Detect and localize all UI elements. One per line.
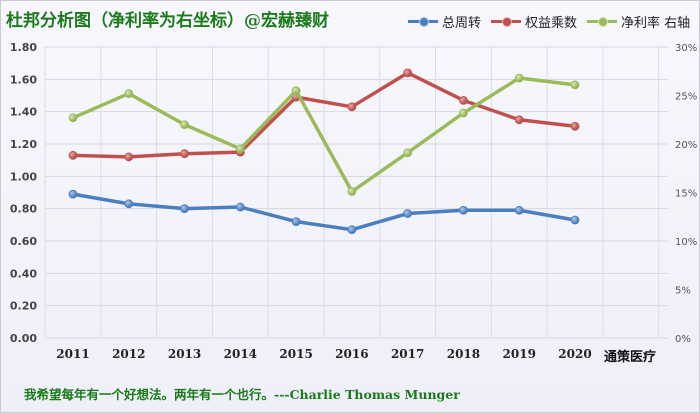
legend-label-net-margin: 净利率 右轴	[621, 15, 691, 31]
data-point-1	[459, 95, 468, 105]
data-point-0	[403, 209, 413, 218]
left-tick-label: 1.40	[10, 106, 37, 119]
x-tick-label: 2011	[56, 347, 89, 361]
x-tick-label: 2013	[168, 347, 201, 361]
right-tick-label: 10%	[675, 237, 697, 248]
left-tick-label: 1.20	[10, 138, 37, 151]
left-tick-label: 0.20	[10, 300, 37, 313]
legend: 总周转 权益乘数 净利率 右轴	[408, 12, 690, 31]
data-point-0	[124, 199, 134, 209]
legend-item-turnover: 总周转	[408, 12, 481, 31]
right-tick-label: 0%	[675, 334, 691, 345]
x-tick-label: 2012	[112, 347, 145, 361]
left-tick-label: 1.80	[10, 41, 37, 54]
left-tick-label: 1.00	[10, 170, 37, 183]
right-tick-label: 20%	[675, 140, 697, 151]
legend-swatch-turnover	[408, 16, 438, 27]
left-tick-label: 0.00	[10, 332, 37, 345]
series-line-0	[71, 192, 577, 232]
series-line-2	[71, 76, 577, 194]
data-point-0	[180, 204, 189, 214]
data-point-2	[347, 187, 357, 196]
data-point-1	[124, 152, 134, 162]
legend-item-equity-multiplier: 权益乘数	[491, 12, 577, 31]
x-tick-label: 2020	[558, 347, 591, 361]
right-tick-label: 25%	[675, 92, 697, 103]
legend-swatch-equity-multiplier	[491, 16, 522, 27]
data-point-2	[459, 108, 468, 118]
data-point-2	[291, 86, 301, 96]
x-tick-label: 2018	[447, 347, 480, 361]
data-point-2	[180, 120, 189, 129]
data-point-1	[514, 115, 524, 125]
data-point-1	[347, 102, 357, 112]
data-point-2	[235, 144, 245, 154]
legend-swatch-net-margin	[587, 16, 618, 27]
right-tick-label: 30%	[675, 43, 697, 54]
data-point-1	[403, 68, 413, 78]
data-point-2	[124, 89, 134, 98]
series-line-1	[71, 71, 577, 159]
data-point-0	[570, 215, 580, 225]
chart-title: 杜邦分析图（净利率为右坐标）@宏赫臻财	[6, 11, 329, 31]
legend-item-net-margin: 净利率 右轴	[587, 12, 690, 31]
left-tick-label: 0.80	[10, 203, 37, 216]
legend-label-equity-multiplier: 权益乘数	[525, 15, 578, 31]
data-point-0	[459, 205, 468, 215]
footer-quote: 我希望每年有一个好想法。两年有一个也行。---Charlie Thomas Mu…	[24, 387, 460, 402]
right-tick-label: 15%	[675, 189, 697, 200]
data-point-2	[68, 113, 78, 123]
data-point-0	[68, 189, 78, 199]
x-tick-label: 2016	[335, 347, 368, 361]
data-point-1	[68, 150, 78, 160]
left-tick-label: 0.40	[10, 267, 37, 280]
data-point-0	[347, 225, 357, 235]
legend-label-turnover: 总周转	[442, 15, 482, 31]
left-tick-label: 1.60	[10, 73, 37, 86]
x-tick-label: 2019	[503, 347, 536, 361]
right-tick-label: 5%	[675, 286, 691, 297]
data-point-2	[570, 80, 580, 90]
data-point-1	[180, 149, 189, 159]
data-point-2	[403, 148, 413, 158]
data-point-2	[514, 73, 524, 83]
data-point-0	[514, 205, 524, 215]
company-name: 通策医疗	[604, 350, 657, 365]
x-tick-label: 2014	[224, 347, 257, 361]
data-point-0	[291, 217, 301, 227]
x-tick-label: 2017	[391, 347, 424, 361]
x-tick-label: 2015	[279, 347, 312, 361]
left-tick-label: 0.60	[10, 235, 37, 248]
data-point-1	[570, 121, 580, 131]
data-point-0	[235, 202, 245, 212]
